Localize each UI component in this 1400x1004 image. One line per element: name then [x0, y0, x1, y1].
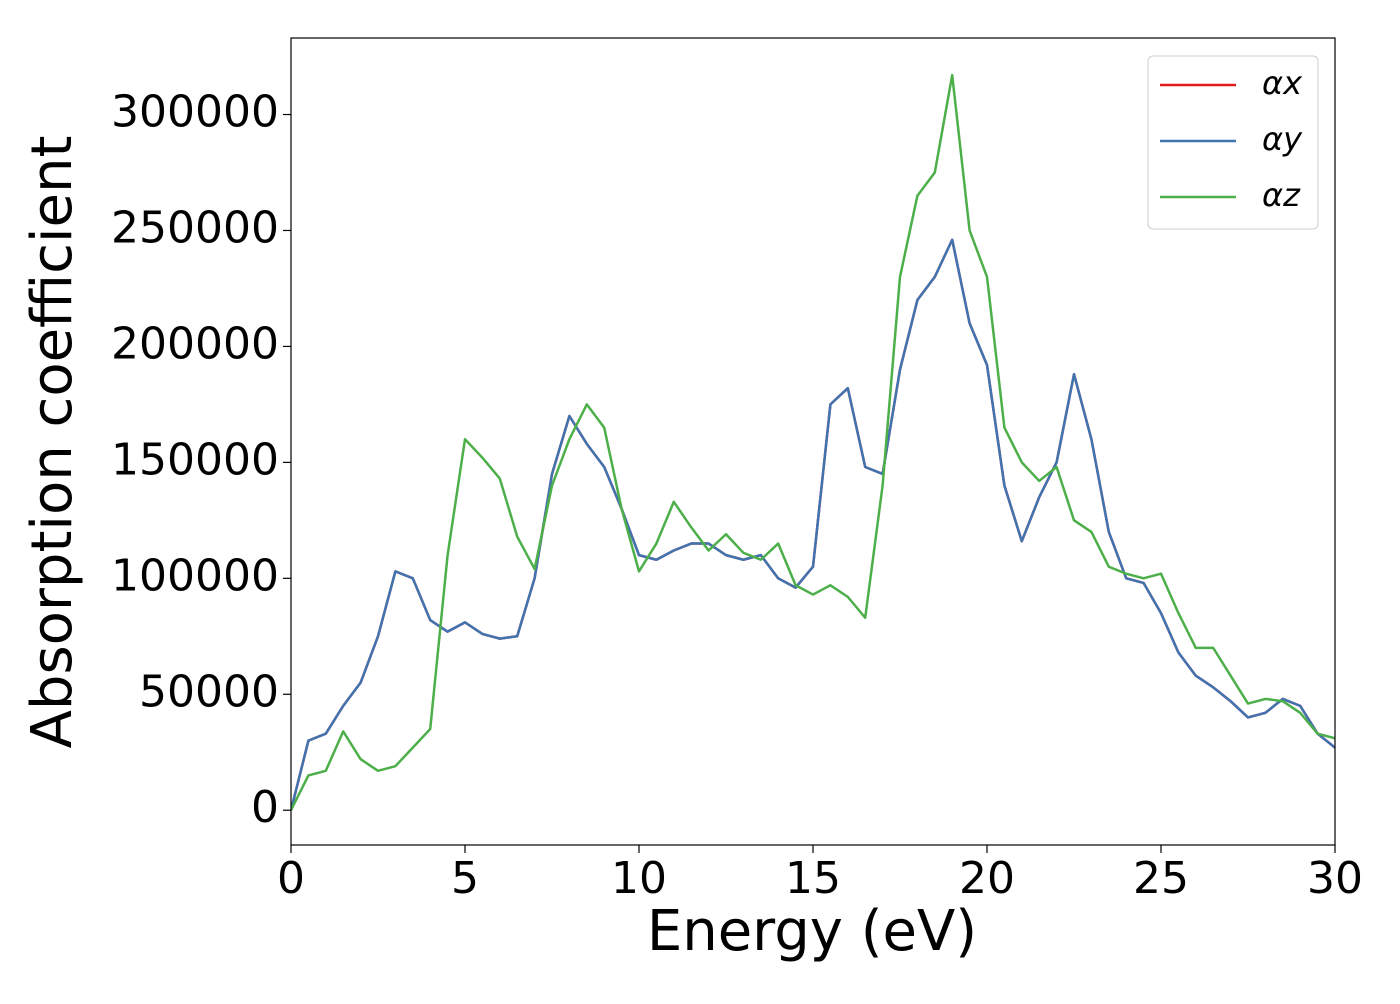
legend-label: αx [1262, 64, 1303, 102]
y-tick-label: 100000 [111, 550, 279, 601]
legend-label: αy [1262, 120, 1303, 158]
data-line [291, 238, 1335, 811]
plot-frame [290, 37, 1336, 846]
y-tick-label: 150000 [111, 434, 279, 485]
legend-label: αz [1262, 176, 1301, 214]
x-tick-label: 5 [451, 853, 479, 904]
x-tick-label: 0 [277, 853, 305, 904]
y-axis-label: Absorption coefficient [20, 136, 85, 749]
x-axis-label: Energy (eV) [647, 899, 977, 964]
data-line [291, 73, 1335, 811]
y-tick-label: 0 [251, 782, 279, 833]
x-tick-label: 20 [959, 853, 1015, 904]
y-tick-label: 300000 [111, 87, 279, 138]
y-tick-label: 50000 [139, 666, 279, 717]
data-line [291, 238, 1335, 811]
x-tick-label: 15 [785, 853, 841, 904]
y-tick-label: 200000 [111, 318, 279, 369]
x-tick-label: 25 [1133, 853, 1189, 904]
x-tick-label: 10 [611, 853, 667, 904]
y-tick-label: 250000 [111, 202, 279, 253]
x-tick-label: 30 [1307, 853, 1363, 904]
legend-box [1147, 55, 1319, 230]
